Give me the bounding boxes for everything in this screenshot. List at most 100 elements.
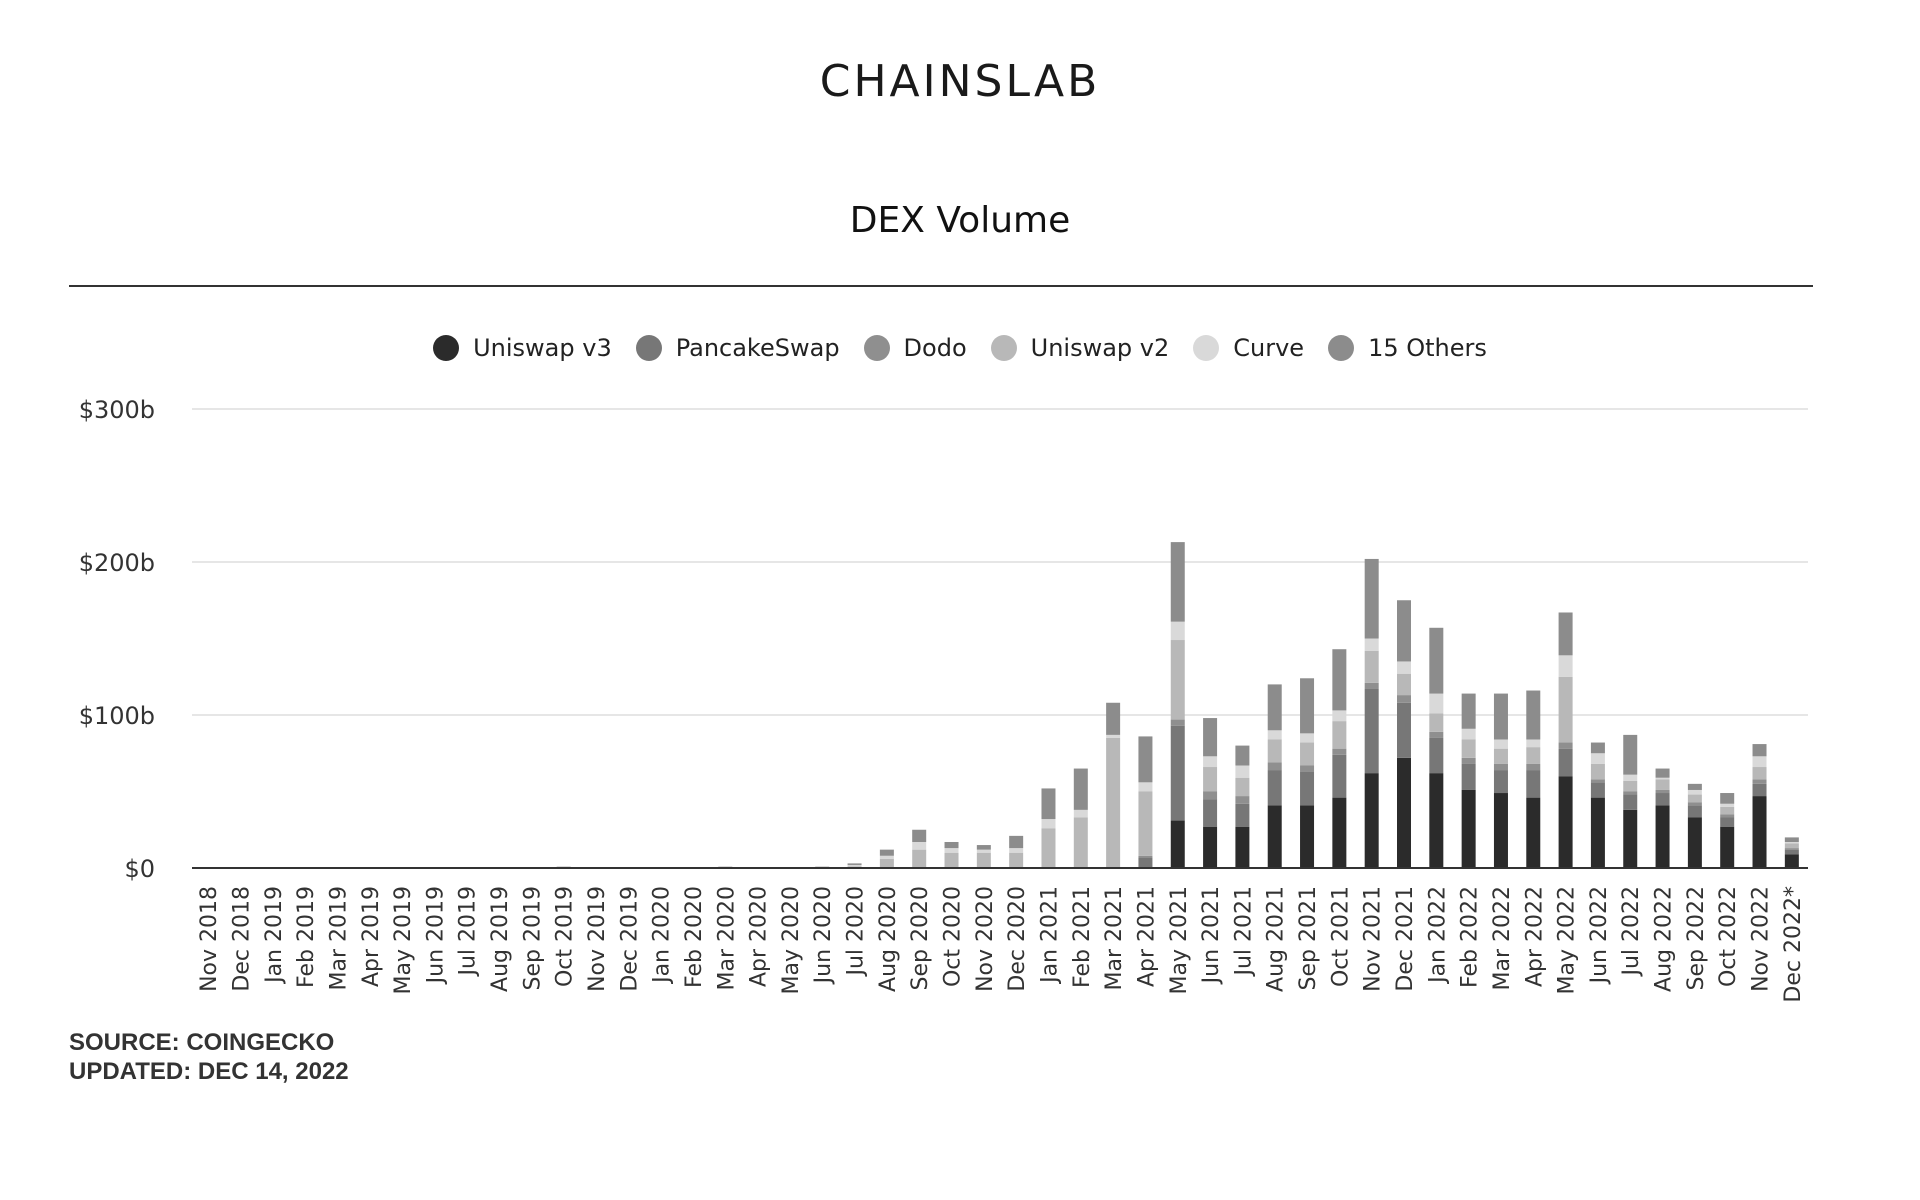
bar-segment [1170, 820, 1185, 868]
bar-segment [1720, 803, 1735, 807]
legend-item[interactable]: Uniswap v2 [990, 334, 1169, 362]
x-tick-label: Nov 2022 [1749, 886, 1774, 992]
bar-segment [1332, 797, 1347, 868]
bar-segment [1590, 779, 1605, 783]
bar-segment [1655, 793, 1670, 806]
bar-segment [1429, 693, 1444, 714]
bar-segment [1784, 841, 1799, 844]
bar-segment [1041, 828, 1056, 868]
bar-segment [1009, 835, 1024, 849]
bar-segment [1526, 763, 1541, 771]
bar-segment [1170, 719, 1185, 726]
x-tick-label: Feb 2020 [682, 886, 707, 988]
legend-item[interactable]: 15 Others [1328, 334, 1487, 362]
y-tick-label: $300b [79, 396, 155, 424]
bar-segment [1687, 789, 1702, 795]
x-tick-label: Mar 2021 [1102, 886, 1127, 991]
bar-segment [1752, 779, 1767, 784]
bar-segment [1364, 773, 1379, 868]
bar-segment [1138, 857, 1153, 868]
bar-segment [1397, 695, 1411, 703]
bar-segment [1267, 762, 1282, 771]
bar-segment [1493, 748, 1508, 764]
bar-segment [1558, 655, 1573, 677]
chart-title: DEX Volume [849, 200, 1071, 241]
x-tick-label: Jul 2020 [844, 886, 869, 978]
bar-segment [1300, 733, 1315, 743]
bar-segment [1332, 721, 1347, 749]
bar-segment [1526, 690, 1541, 740]
legend-label: 15 Others [1368, 334, 1487, 362]
bar-segment [1558, 748, 1573, 777]
bar-segment [1332, 754, 1347, 798]
legend-item[interactable]: Uniswap v3 [433, 334, 612, 362]
bar-segment [1558, 776, 1573, 868]
bar-segment [1752, 767, 1767, 780]
title-divider [69, 285, 1813, 287]
x-tick-label: Jun 2019 [423, 886, 448, 985]
bar-segment [1235, 826, 1250, 868]
bar-segment [1170, 542, 1185, 622]
x-tick-label: Jul 2021 [1231, 886, 1256, 978]
x-tick-label: Oct 2019 [553, 886, 578, 987]
bar-segment [1364, 638, 1379, 651]
bar-segment [1623, 774, 1638, 781]
legend-label: Uniswap v3 [473, 334, 612, 362]
bar-segment [1235, 777, 1250, 797]
bar-segment [1203, 767, 1218, 792]
x-tick-label: Nov 2020 [973, 886, 998, 992]
bar-segment [1623, 780, 1638, 792]
bar-segment [1267, 684, 1282, 731]
x-tick-label: Feb 2022 [1458, 886, 1483, 988]
bar-segment [1364, 650, 1379, 683]
bar-segment [879, 855, 894, 859]
y-tick-label: $200b [79, 549, 155, 577]
x-tick-label: May 2020 [779, 886, 804, 994]
legend-item[interactable]: Dodo [863, 334, 967, 362]
bar-segment [1590, 753, 1605, 764]
updated-note: UPDATED: DEC 14, 2022 [69, 1058, 349, 1085]
bar-segment [1526, 739, 1541, 748]
legend-item[interactable]: Curve [1193, 334, 1304, 362]
bar-segment [1041, 819, 1056, 829]
bar-segment [1364, 688, 1379, 774]
x-tick-label: Sep 2020 [908, 886, 933, 990]
source-note: SOURCE: COINGECKO [69, 1029, 335, 1056]
bar-segment [1170, 621, 1185, 641]
x-tick-label: May 2021 [1167, 886, 1192, 994]
bar-segment [1203, 826, 1218, 868]
x-tick-label: Oct 2021 [1328, 886, 1353, 987]
bar-segment [1687, 794, 1702, 803]
bar-segment [1106, 702, 1121, 735]
bar-segment [1655, 768, 1670, 778]
bar-segment [1493, 763, 1508, 771]
bar-segment [1073, 809, 1088, 818]
legend-item[interactable]: PancakeSwap [635, 334, 840, 362]
x-tick-label: Jun 2022 [1587, 886, 1612, 985]
x-tick-label: Jul 2019 [456, 886, 481, 978]
bar-segment [1526, 747, 1541, 764]
bar-segment [1203, 718, 1218, 757]
bar-segment [1720, 806, 1735, 815]
bar-segment [1590, 782, 1605, 798]
bar-segment [1138, 855, 1153, 858]
bar-segment [1655, 805, 1670, 868]
x-tick-label: Sep 2021 [1296, 886, 1321, 990]
x-tick-label: Jun 2020 [811, 886, 836, 985]
bar-segment [1300, 678, 1315, 734]
bar-segment [1397, 661, 1411, 674]
bar-segment [1041, 788, 1056, 820]
legend-label: Dodo [903, 334, 967, 362]
bar-segment [976, 852, 991, 868]
bar-segment [912, 841, 927, 850]
bar-segment [1655, 777, 1670, 780]
bar-segment [1009, 852, 1024, 868]
legend-swatch [1328, 335, 1355, 361]
bar-segment [912, 829, 927, 842]
bar-segment [1687, 802, 1702, 806]
bar-segment [1397, 757, 1411, 868]
bar-segment [1300, 765, 1315, 772]
x-tick-label: Mar 2019 [326, 886, 351, 991]
x-tick-label: Mar 2022 [1490, 886, 1515, 991]
bar-segment [1267, 805, 1282, 868]
